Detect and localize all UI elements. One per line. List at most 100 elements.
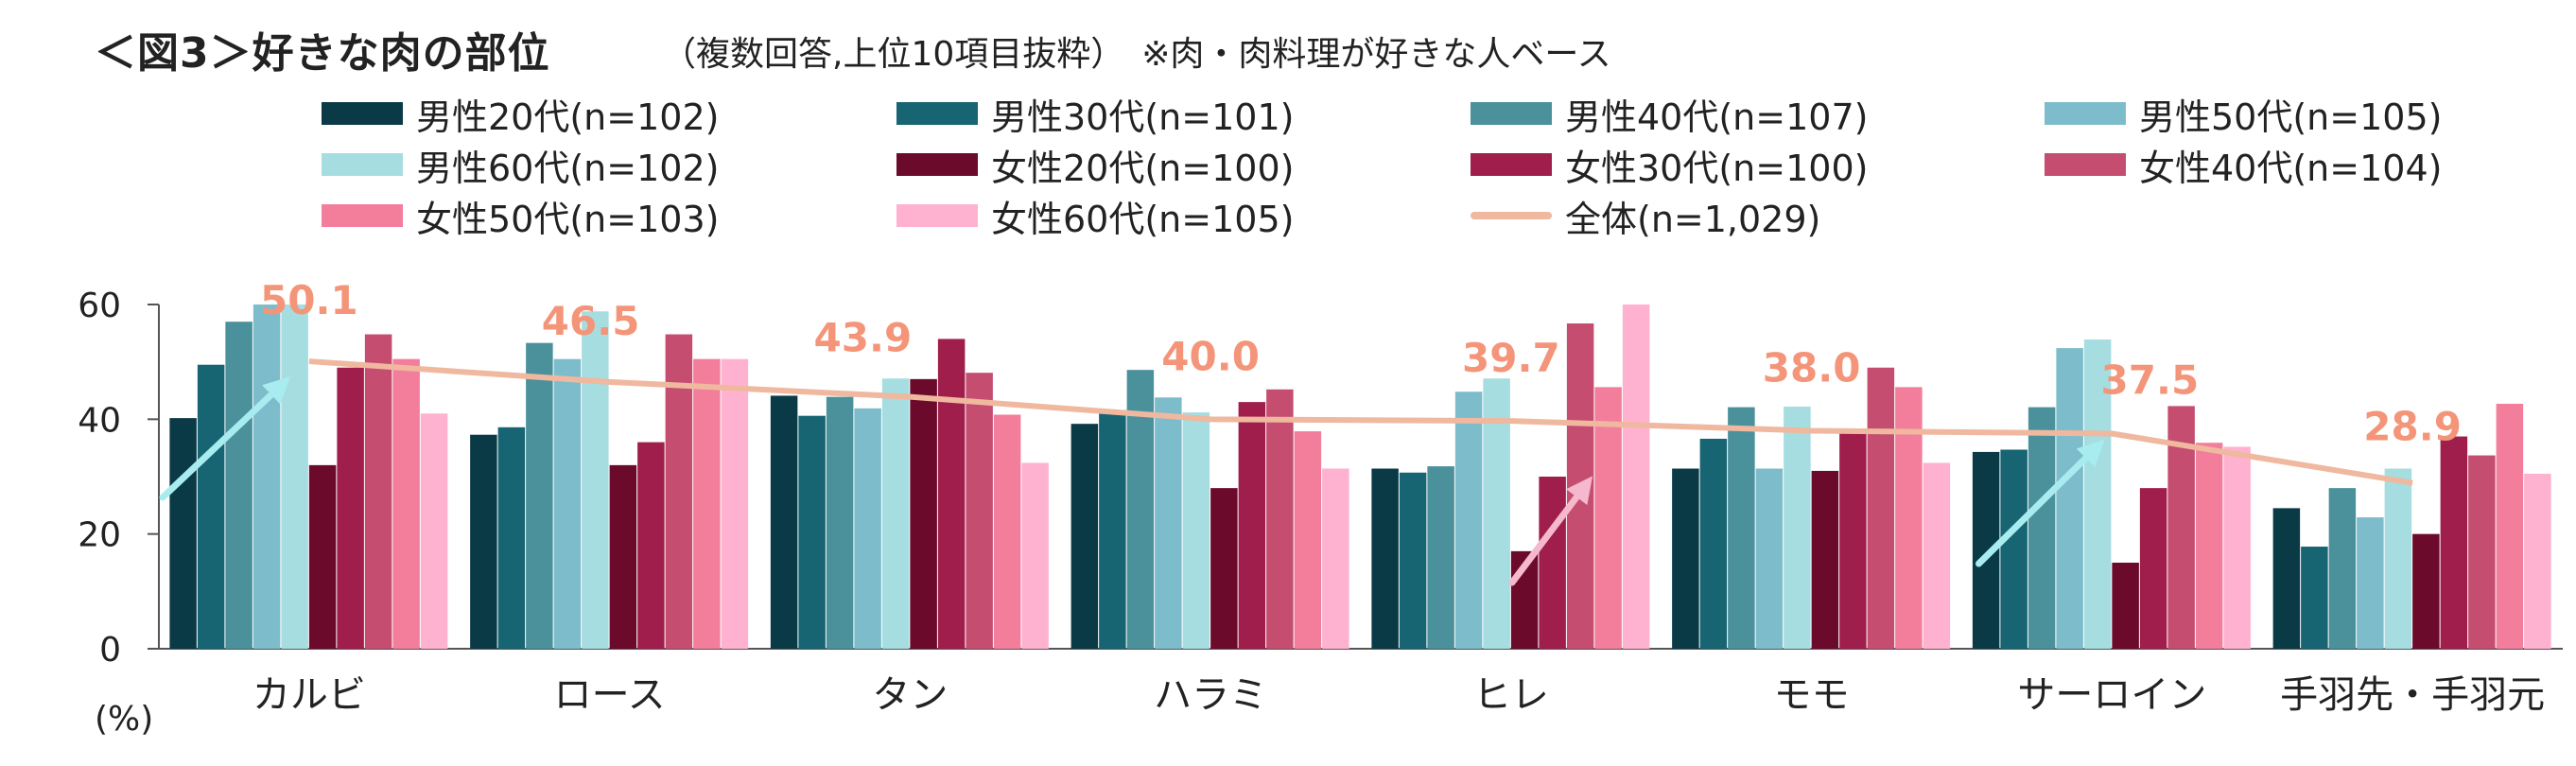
- category-group: タン: [770, 339, 1049, 717]
- bar: [1099, 409, 1126, 649]
- bar: [1923, 462, 1951, 649]
- bar: [1238, 402, 1266, 649]
- bar: [392, 358, 420, 649]
- x-category-label: ヒレ: [1473, 673, 1549, 717]
- bar: [609, 464, 637, 649]
- category-group: サーロイン: [1972, 339, 2251, 717]
- bar: [1266, 389, 1294, 649]
- legend-label: 男性20代(n=102): [416, 96, 720, 138]
- bar: [497, 427, 526, 649]
- legend-label: 男性50代(n=105): [2139, 96, 2443, 138]
- legend-swatch: [1471, 212, 1552, 219]
- bar: [420, 413, 448, 649]
- bar: [1839, 430, 1867, 649]
- x-category-label: サーロイン: [2017, 673, 2206, 717]
- bar: [2223, 446, 2251, 649]
- bar: [169, 418, 197, 649]
- bar: [1622, 305, 1650, 649]
- highlight-arrow: [1508, 476, 1593, 586]
- bar: [1594, 387, 1622, 649]
- legend-item: 男性20代(n=102): [322, 89, 719, 138]
- x-category-label: モモ: [1774, 673, 1850, 717]
- legend-item: 女性60代(n=105): [896, 191, 1294, 240]
- bar: [2468, 455, 2496, 649]
- legend-label: 女性40代(n=104): [2139, 147, 2443, 189]
- bar: [1182, 412, 1210, 649]
- legend-swatch: [896, 204, 978, 227]
- x-category-label: タン: [872, 673, 948, 717]
- legend-label: 全体(n=1,029): [1565, 198, 1821, 240]
- bar: [1867, 367, 1895, 649]
- bar: [937, 339, 966, 649]
- overall-data-label: 38.0: [1763, 344, 1861, 391]
- legend-swatch: [2045, 153, 2126, 176]
- legend-item: 男性40代(n=107): [1471, 89, 1868, 138]
- bar: [826, 396, 854, 649]
- chart-title: ＜図3＞好きな肉の部位: [95, 29, 550, 78]
- x-category-label: ロース: [554, 673, 666, 717]
- legend-label: 女性50代(n=103): [416, 198, 720, 240]
- legend-item: 女性50代(n=103): [322, 191, 719, 240]
- legend-label: 男性60代(n=102): [416, 147, 720, 189]
- bar: [470, 434, 497, 649]
- bar: [854, 408, 881, 649]
- overall-data-label: 39.7: [1462, 335, 1560, 381]
- overall-data-label: 50.1: [260, 277, 358, 323]
- bar: [1371, 468, 1399, 649]
- category-group: モモ: [1672, 367, 1951, 717]
- bar: [966, 373, 993, 649]
- legend-label: 男性30代(n=101): [991, 96, 1295, 138]
- bar: [2083, 339, 2112, 649]
- legend-label: 女性30代(n=100): [1565, 147, 1869, 189]
- bar: [881, 378, 910, 649]
- legend-label: 女性20代(n=100): [991, 147, 1295, 189]
- overall-data-label: 40.0: [1161, 333, 1260, 379]
- highlight-arrow: [1976, 439, 2105, 567]
- bar: [1210, 488, 1238, 649]
- bar: [1155, 397, 1182, 649]
- bar: [1784, 406, 1811, 649]
- category-group: ロース: [470, 311, 749, 717]
- bar: [1322, 468, 1349, 649]
- legend-label: 男性40代(n=107): [1565, 96, 1869, 138]
- bar: [2056, 348, 2083, 649]
- bar: [2139, 488, 2167, 649]
- bar: [308, 464, 337, 649]
- bar: [337, 367, 364, 649]
- bar: [2195, 443, 2223, 649]
- legend-item: 女性20代(n=100): [896, 140, 1294, 189]
- bar: [1294, 431, 1322, 649]
- legend-label: 女性60代(n=105): [991, 198, 1295, 240]
- bar: [1811, 470, 1839, 649]
- legend-swatch: [1471, 153, 1552, 176]
- bar: [1539, 477, 1566, 649]
- legend-item: 男性60代(n=102): [322, 140, 719, 189]
- legend-item: 全体(n=1,029): [1471, 191, 1820, 240]
- bar: [197, 364, 225, 649]
- bar: [2496, 403, 2524, 649]
- bar: [553, 358, 582, 649]
- bar: [1755, 468, 1784, 649]
- bar: [2328, 488, 2357, 649]
- legend-swatch: [2045, 102, 2126, 125]
- bar: [910, 378, 937, 649]
- y-tick-label: 20: [78, 516, 121, 555]
- legend-swatch: [322, 102, 403, 125]
- legend-swatch: [322, 204, 403, 227]
- bar: [2384, 468, 2412, 649]
- bar: [2028, 407, 2056, 649]
- bar: [1728, 407, 1755, 649]
- category-group: 手羽先・手羽元: [2272, 403, 2551, 717]
- bar: [2440, 436, 2468, 649]
- bar: [1021, 462, 1049, 649]
- legend-item: 男性30代(n=101): [896, 89, 1294, 138]
- bar: [2524, 473, 2551, 649]
- highlight-arrow: [159, 376, 291, 501]
- x-category-label: 手羽先・手羽元: [2280, 673, 2545, 717]
- bar: [1427, 466, 1454, 649]
- legend-swatch: [322, 153, 403, 176]
- legend-item: 女性30代(n=100): [1471, 140, 1868, 189]
- bar: [1454, 392, 1483, 649]
- bar: [1070, 424, 1099, 649]
